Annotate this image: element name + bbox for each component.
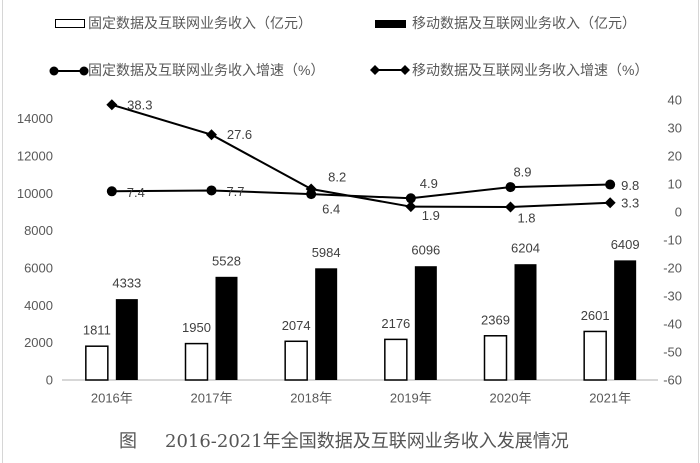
y-left-tick-label: 2000	[24, 335, 53, 350]
legend-line-diamond-icon	[370, 65, 410, 75]
line-value-label: 4.9	[420, 176, 438, 191]
y-right-tick-label: -40	[663, 317, 682, 332]
bar-series	[85, 260, 637, 381]
bar-fixed-revenue	[184, 342, 209, 381]
diamond-marker-icon	[604, 197, 616, 209]
y-right-tick-label: 0	[675, 205, 682, 220]
line-value-label: 8.2	[328, 170, 346, 185]
line-value-label: 1.8	[517, 210, 535, 225]
bar-value-label: 2074	[282, 318, 311, 333]
line-value-label: 1.9	[422, 208, 440, 223]
frame-left-border	[2, 0, 3, 463]
bar-mobile-revenue	[514, 264, 537, 380]
diamond-marker-icon	[505, 201, 516, 213]
y-left-tick-label: 12000	[17, 149, 53, 164]
x-tick-label: 2017年	[191, 391, 233, 406]
x-tick-label: 2021年	[589, 391, 631, 406]
legend-label-fixed-growth: 固定数据及互联网业务收入增速（%）	[88, 62, 325, 78]
line-value-label: 27.6	[227, 127, 252, 142]
bar-mobile-revenue	[315, 268, 338, 380]
line-fixed-growth	[111, 183, 611, 200]
line-value-label: 38.3	[127, 97, 152, 112]
diamond-marker-icon	[305, 183, 317, 195]
frame-right-border	[698, 0, 699, 463]
y-right-tick-label: 40	[668, 93, 682, 108]
y-left-tick-label: 8000	[24, 223, 53, 238]
bar-mobile-revenue	[414, 266, 437, 380]
y-left-tick-label: 6000	[24, 261, 53, 276]
bar-fixed-revenue	[483, 335, 508, 381]
y-right-tick-label: -10	[663, 233, 682, 248]
y-right-tick-label: 30	[668, 121, 682, 136]
legend-label-mobile-revenue: 移动数据及互联网业务收入（亿元）	[412, 15, 636, 31]
legend-black-bar-swatch-icon	[375, 19, 406, 28]
circle-marker-icon	[405, 193, 416, 204]
axes: 0 2000 4000 6000 8000 10000 12000 14000 -60 -50 -4…	[17, 93, 682, 406]
bar-mobile-revenue	[215, 276, 238, 380]
line-mobile-growth	[111, 103, 611, 208]
circle-marker-icon	[206, 185, 217, 196]
line-value-label: 9.8	[621, 178, 639, 193]
bar-value-label: 4333	[112, 276, 141, 291]
bar-mobile-revenue	[614, 260, 637, 380]
line-series	[106, 99, 616, 213]
y-left-tick-label: 4000	[24, 298, 53, 313]
bar-fixed-revenue	[583, 330, 607, 381]
data-labels: 1811 1950 2074 2176 2369 2601 4333 5528 5984 6096…	[83, 97, 640, 337]
circle-marker-icon	[106, 186, 117, 197]
bar-fixed-revenue	[384, 338, 408, 381]
legend-white-bar-swatch-icon	[55, 19, 85, 28]
bar-fixed-revenue	[85, 345, 109, 381]
bar-fixed-revenue	[284, 340, 308, 381]
legend-line-circle-icon	[49, 66, 89, 76]
y-right-tick-label: -20	[663, 261, 682, 276]
y-right-tick-label: -50	[663, 345, 682, 360]
x-tick-label: 2018年	[290, 391, 332, 406]
line-value-label: 7.4	[127, 185, 145, 200]
figure-caption-title: 2016-2021年全国数据及互联网业务收入发展情况	[165, 431, 569, 452]
bar-mobile-revenue	[115, 299, 138, 380]
bar-value-label: 2176	[381, 316, 410, 331]
y-right-tick-label: 10	[668, 177, 682, 192]
line-value-label: 6.4	[322, 202, 340, 217]
line-value-label: 8.9	[513, 165, 531, 180]
y-right-tick-label: -30	[663, 289, 682, 304]
legend-label-mobile-growth: 移动数据及互联网业务收入增速（%）	[412, 62, 649, 78]
bar-value-label: 6204	[511, 241, 540, 256]
line-value-label: 3.3	[621, 195, 639, 210]
bar-value-label: 5528	[212, 253, 241, 268]
figure-caption-prefix: 图	[119, 431, 137, 452]
y-right-tick-label: -60	[663, 373, 682, 388]
x-tick-label: 2016年	[91, 391, 133, 406]
circle-marker-icon	[505, 182, 516, 193]
line-value-label: 7.7	[226, 184, 244, 199]
bar-value-label: 6409	[611, 237, 640, 252]
x-tick-label: 2019年	[390, 391, 432, 406]
bar-value-label: 1950	[182, 320, 211, 335]
diamond-marker-icon	[405, 201, 417, 213]
bar-value-label: 2601	[581, 308, 610, 323]
bar-value-label: 6096	[411, 243, 440, 258]
circle-marker-icon	[605, 179, 616, 190]
bar-value-label: 1811	[83, 323, 111, 338]
y-left-tick-label: 10000	[17, 186, 53, 201]
bar-value-label: 2369	[481, 312, 510, 327]
diamond-marker-icon	[206, 129, 217, 141]
bar-value-label: 5984	[312, 245, 341, 260]
y-left-tick-label: 14000	[17, 111, 53, 126]
legend-label-fixed-revenue: 固定数据及互联网业务收入（亿元）	[88, 15, 312, 31]
y-left-tick-label: 0	[46, 373, 53, 388]
y-right-tick-label: 20	[668, 149, 682, 164]
diamond-marker-icon	[106, 99, 118, 111]
x-tick-label: 2020年	[490, 391, 532, 406]
